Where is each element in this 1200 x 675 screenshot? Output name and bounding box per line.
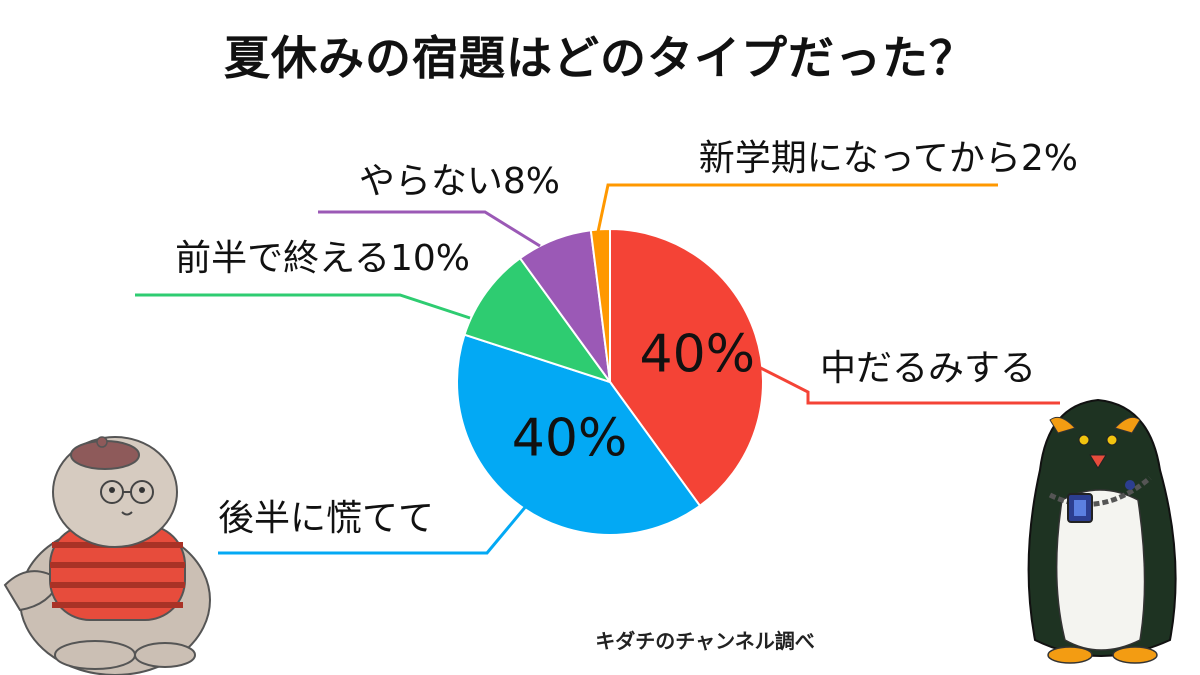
pie-slices: [456, 227, 764, 536]
slice-value-label: 40%: [640, 325, 756, 385]
pie-slice: [609, 227, 764, 508]
slice-label: 前半で終える10%: [175, 238, 470, 279]
slice-label: 中だるみする: [820, 348, 1036, 389]
leader-line: [744, 358, 1060, 405]
leader-line: [135, 293, 471, 320]
leader-line: [218, 504, 529, 555]
slice-label: 後半に慌てて: [218, 498, 434, 539]
chart-title: 夏休みの宿題はどのタイプだった？: [224, 31, 976, 85]
source-credit: キダチのチャンネル調べ: [595, 629, 815, 653]
slice-label: 新学期になってから2%: [699, 138, 1078, 179]
slice-value-label: 40%: [512, 409, 628, 469]
slice-labels: 中だるみする 40% 後半に慌てて 40% 前半で終える10% やらない8% 新学期になって…: [175, 138, 1078, 539]
slice-label: やらない8%: [359, 161, 560, 202]
pie-slice: [463, 256, 613, 384]
leader-line: [318, 210, 541, 248]
pie-slice: [589, 227, 611, 383]
leader-lines: [135, 183, 1060, 555]
leader-line: [596, 183, 998, 233]
pie-slice: [456, 333, 702, 536]
